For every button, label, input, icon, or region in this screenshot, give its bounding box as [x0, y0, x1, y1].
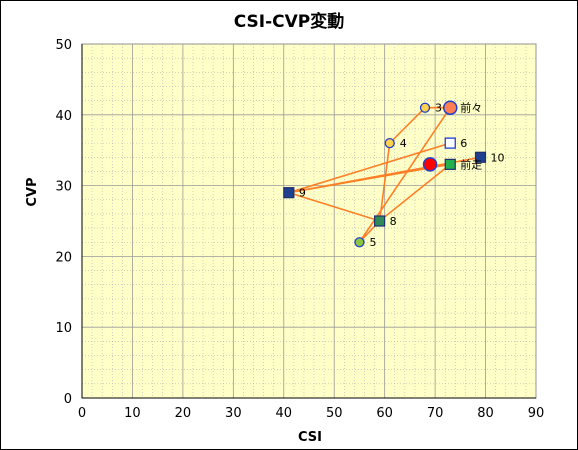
y-tick-label: 0: [64, 392, 72, 407]
y-axis-label: CVP: [25, 177, 40, 206]
y-tick-label: 40: [55, 109, 72, 124]
data-point-5: [354, 237, 365, 248]
point-label: 8: [390, 215, 397, 228]
point-label: 3: [435, 102, 442, 115]
x-tick-label: 30: [225, 406, 242, 421]
data-point-前々: [442, 100, 458, 115]
point-label: 前走: [460, 157, 482, 171]
x-tick-label: 50: [326, 406, 343, 421]
y-tick-label: 20: [55, 250, 72, 265]
x-tick-label: 70: [427, 406, 444, 421]
data-point-10: [474, 151, 487, 163]
point-label: 6: [460, 137, 467, 150]
plot-area: [81, 43, 537, 399]
x-tick-label: 20: [175, 406, 192, 421]
plot-layer: 0 10 20 30 40 50 60 70 80 90 0 10 20 30 40 50 前々 3 4 6 10 前走 9…: [55, 38, 544, 421]
y-tick-label: 50: [55, 38, 72, 53]
x-axis-label: CSI: [298, 430, 322, 445]
data-point-3: [419, 102, 431, 113]
data-point-4: [384, 137, 395, 149]
data-point-前走: [444, 158, 456, 170]
point-label: 9: [299, 187, 306, 200]
point-label: 4: [400, 137, 407, 150]
point-label: 5: [369, 236, 376, 249]
data-point-6: [444, 137, 456, 149]
y-tick-label: 10: [55, 321, 72, 336]
x-tick-label: 10: [124, 406, 141, 421]
point-label: 前々: [460, 101, 482, 115]
x-tick-label: 60: [376, 406, 393, 421]
x-tick-label: 0: [78, 406, 86, 421]
data-point-8: [374, 215, 386, 227]
data-point-current: [422, 157, 438, 172]
x-tick-label: 40: [276, 406, 293, 421]
point-label: 10: [491, 151, 505, 164]
x-tick-label: 90: [528, 406, 545, 421]
chart-title: CSI-CVP変動: [234, 11, 345, 32]
data-point-9: [283, 187, 295, 199]
x-tick-label: 80: [477, 406, 494, 421]
y-tick-label: 30: [55, 180, 72, 195]
